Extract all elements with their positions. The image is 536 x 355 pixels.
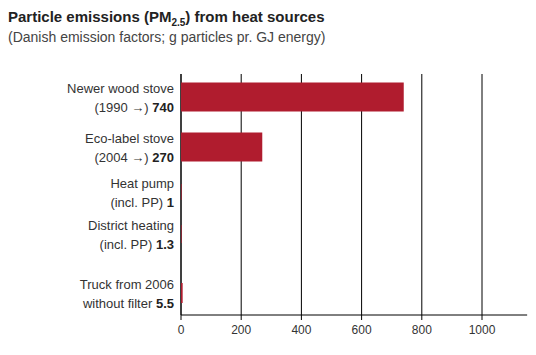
bar: [181, 133, 262, 162]
tick: [421, 315, 422, 320]
title: Particle emissions (PM2.5) from heat sou…: [8, 8, 325, 28]
bars: [181, 83, 404, 304]
category-text: without filter: [82, 296, 153, 311]
tick-label: 800: [412, 323, 432, 337]
category-text: (2004 →): [94, 150, 148, 165]
category-text: Heat pump: [110, 176, 174, 191]
category-label: Truck from 2006: [80, 277, 174, 292]
category-text: District heating: [88, 218, 174, 233]
tick-label: 400: [291, 323, 311, 337]
data-label: 1: [167, 195, 174, 210]
tick-label: 600: [352, 323, 372, 337]
grid-line: [421, 74, 422, 315]
data-label: 740: [152, 100, 174, 115]
bar: [181, 283, 183, 303]
data-label: 5.5: [156, 296, 174, 311]
category-label: (1990 →) 740: [94, 100, 174, 115]
category-label: Newer wood stove: [67, 81, 174, 96]
tick: [482, 315, 483, 320]
category-text: (incl. PP): [110, 195, 163, 210]
tick-label: 1000: [469, 323, 496, 337]
bar: [181, 83, 404, 112]
tick-label: 0: [178, 323, 185, 337]
category-text: Truck from 2006: [80, 277, 174, 292]
category-text: (1990 →): [94, 100, 148, 115]
bar: [181, 184, 182, 200]
data-label: 270: [152, 150, 174, 165]
x-axis: [181, 315, 527, 316]
category-text: Eco-label stove: [85, 131, 174, 146]
bar: [181, 225, 182, 243]
category-label: (2004 →) 270: [94, 150, 174, 165]
tick: [241, 315, 242, 320]
category-text: (incl. PP): [100, 237, 153, 252]
tick: [181, 315, 182, 320]
tick: [301, 315, 302, 320]
category-label: Eco-label stove: [85, 131, 174, 146]
category-label: District heating: [88, 218, 174, 233]
category-label: Heat pump: [110, 176, 174, 191]
category-label: (incl. PP) 1.3: [100, 237, 174, 252]
tick-label: 200: [231, 323, 251, 337]
chart: Particle emissions (PM2.5) from heat sou…: [0, 0, 536, 355]
category-text: Newer wood stove: [67, 81, 174, 96]
grid-line: [482, 74, 483, 315]
tick: [361, 315, 362, 320]
grid: [181, 74, 482, 320]
category-label: (incl. PP) 1: [110, 195, 174, 210]
subtitle: (Danish emission factors; g particles pr…: [8, 29, 325, 45]
category-label: without filter 5.5: [82, 296, 174, 311]
data-label: 1.3: [156, 237, 174, 252]
